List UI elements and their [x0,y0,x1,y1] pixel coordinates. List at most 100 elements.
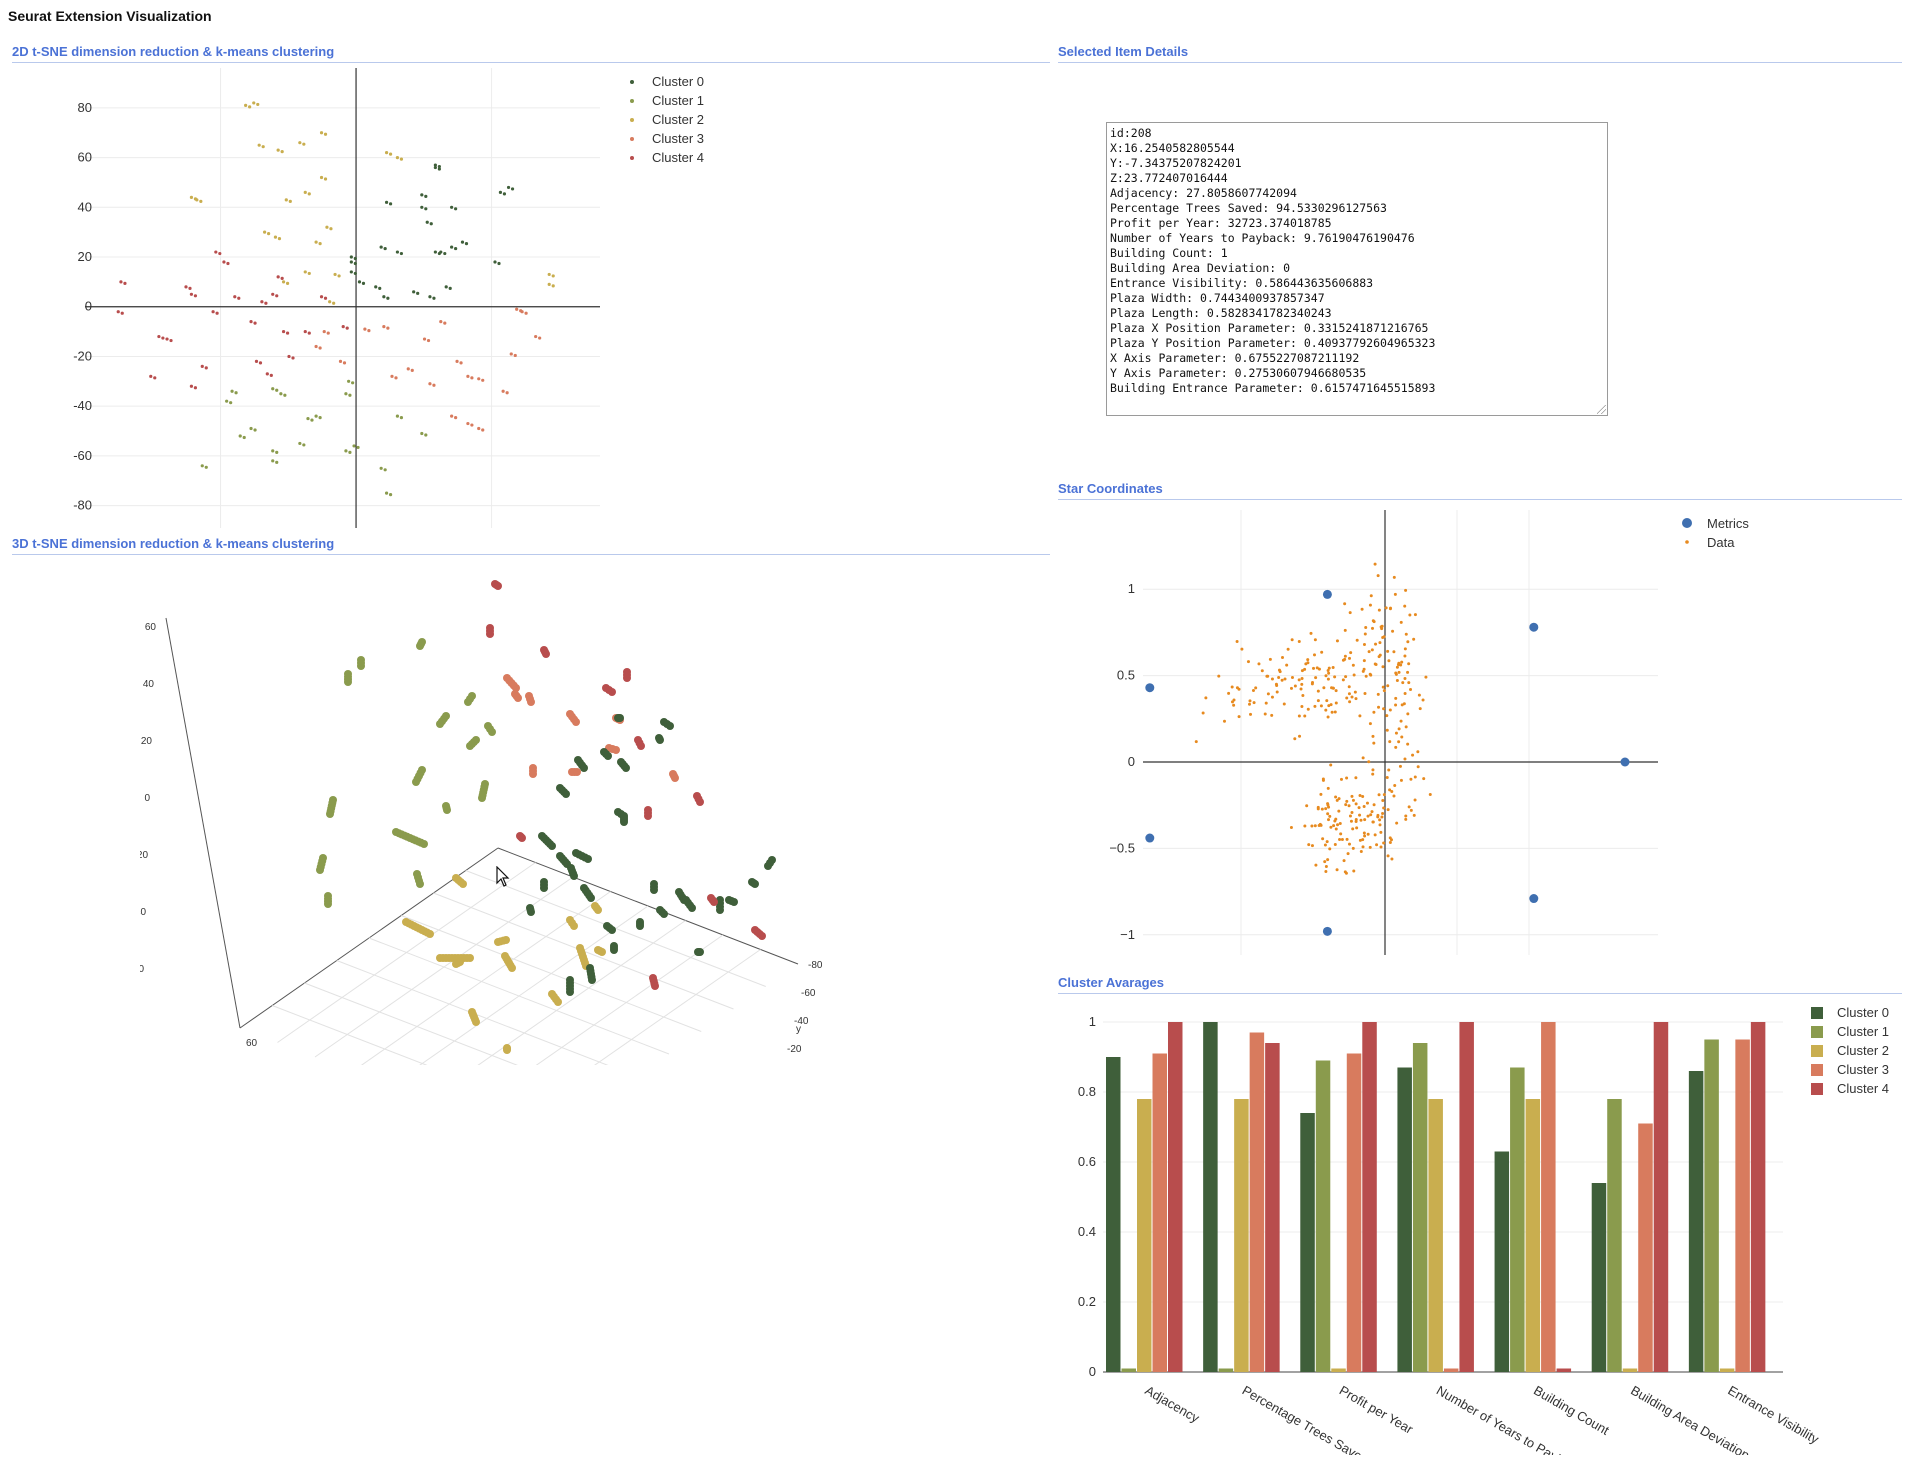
data-point [1343,628,1347,632]
data-point [298,141,302,145]
data-point [1314,676,1318,680]
data-point [716,906,724,914]
data-point [328,300,332,304]
data-point [1362,659,1366,663]
data-point [1407,681,1411,685]
data-point [1248,699,1252,703]
data-point [1367,650,1371,654]
data-point [189,195,194,199]
data-point [1323,843,1327,847]
data-point [1392,650,1396,654]
y-tick-label: 80 [78,100,92,115]
details-line: X:16.2540582805544 [1110,141,1235,155]
details-textarea[interactable]: id:208 X:16.2540582805544 Y:-7.34375207824… [1106,122,1608,416]
bar [1607,1099,1622,1372]
bar [1152,1053,1167,1372]
data-point [374,285,378,289]
data-point [1351,663,1355,667]
data-point [1303,824,1307,828]
data-point [1346,852,1350,856]
data-point [1299,687,1303,691]
legend-marker [630,99,634,103]
data-point [426,338,431,343]
data-point [351,381,355,385]
x-tick-label: Entrance Visibility [1725,1383,1822,1447]
data-point [386,326,390,330]
grid-line [304,982,518,1065]
data-point [481,378,485,382]
data-point [520,310,524,314]
data-point [254,359,259,364]
data-point [1263,712,1267,716]
data-point [1421,698,1425,702]
data-point [1367,760,1371,764]
legend-label: Cluster 1 [1837,1024,1889,1039]
data-point [242,435,246,440]
data-point [1387,768,1391,772]
star-coordinates-chart[interactable]: 1 0.5 0 −0.5 −1 Metrics Data [1080,500,1860,965]
data-point [1330,710,1334,714]
data-point [1412,813,1416,817]
data-point [420,193,424,197]
data-point [1317,824,1321,828]
bar [1494,1151,1510,1372]
data-point [1328,847,1332,851]
data-point [1370,648,1374,652]
data-point [1386,684,1390,688]
data-point [200,364,204,368]
data-point [333,272,337,277]
data-point [433,250,437,254]
data-point [570,922,578,930]
data-point [1222,719,1226,723]
data-point [1399,663,1403,667]
data-point [494,582,502,590]
data-point [1329,825,1333,829]
legend-label: Cluster 3 [652,131,704,146]
data-point [1355,826,1359,830]
data-point [1305,804,1309,808]
resize-grip-icon[interactable] [1597,405,1606,414]
details-line: Building Entrance Parameter: 0.615747164… [1110,381,1436,395]
data-point [1293,684,1297,688]
data-point [1326,858,1330,862]
data-point [1377,608,1381,612]
details-line: Y Axis Parameter: 0.27530607946680535 [1110,366,1367,380]
data-point [1335,798,1339,802]
metric-point [1145,833,1155,843]
data-point [1350,810,1354,814]
data-point [1345,776,1349,780]
data-point [730,898,738,906]
data-point [1227,691,1231,695]
data-point [1285,663,1289,667]
data-point [349,255,353,259]
data-point [587,894,595,902]
data-point [1330,686,1334,690]
data-point [275,460,279,464]
data-point [326,810,334,818]
data-point [275,388,279,392]
data-point [1329,703,1333,707]
tsne2d-chart[interactable]: 80 60 40 20 0 -20 -40 -60 -80 Cluster 0 Cluster 1 C… [50,68,770,528]
legend-marker [630,118,634,122]
data-point [1335,868,1339,872]
data-point [1374,662,1378,666]
data-point [540,884,548,892]
data-point [1334,817,1338,821]
data-point [636,922,644,930]
details-line: X Axis Parameter: 0.6755227087211192 [1110,351,1360,365]
data-point [1344,675,1348,679]
data-point [470,376,474,380]
tsne3d-title: 3D t-SNE dimension reduction & k-means c… [12,536,1050,555]
details-line: Building Count: 1 [1110,246,1228,260]
data-point [1362,805,1366,809]
data-point [188,286,192,290]
data-point [1361,756,1365,760]
data-point [269,373,273,377]
data-point [527,908,535,916]
data-point [1376,815,1380,819]
data-point [1319,704,1323,708]
data-point [1376,574,1380,578]
data-point [1399,778,1403,782]
